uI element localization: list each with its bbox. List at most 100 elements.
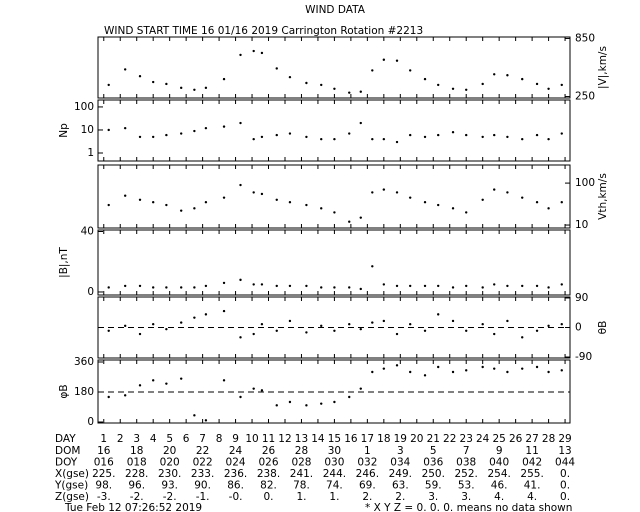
data-point [239,121,242,125]
table-cell: 225. [92,468,115,480]
data-point [535,284,539,288]
data-point [521,367,524,370]
data-point [123,68,127,71]
data-point [560,201,563,204]
x-tick-label: 3 [133,433,140,445]
data-point [193,414,196,417]
x-tick-label: 5 [166,433,173,445]
data-point [547,286,550,289]
table-cell: 11 [525,445,538,457]
data-point [179,286,183,289]
data-point [275,284,278,288]
table-cell: 044 [555,457,575,469]
row-label: Y(gse) [54,480,88,492]
x-tick-label: 20 [410,433,423,445]
x-tick-label: 9 [232,433,239,445]
data-point [560,132,563,135]
table-cell: 244. [323,468,346,480]
data-point [138,332,142,336]
table-cell: 78. [293,480,310,492]
table-cell: 1. [329,491,339,503]
data-point [506,74,509,77]
data-point [305,331,308,334]
data-point [288,319,292,323]
data-point [204,201,208,204]
data-point [506,191,509,194]
table-cell: -2. [163,491,177,503]
table-cell: 255. [520,468,543,480]
table-cell: 026 [258,457,278,469]
data-point [547,87,550,91]
x-tick-label: 12 [278,433,291,445]
data-point [179,132,183,135]
y-tick-label: 850 [575,32,595,44]
table-cell: 20 [163,445,176,457]
x-tick-label: 1 [100,433,107,445]
data-point [123,394,127,397]
data-point [535,133,539,137]
table-cell: 030 [324,457,344,469]
data-point [359,387,362,390]
table-cell: 034 [390,457,410,469]
table-cell: 93. [161,480,178,492]
x-tick-label: 16 [344,433,358,445]
table-cell: 3 [397,445,404,457]
table-cell: 1. [296,491,306,503]
x-tick-label: 8 [216,433,223,445]
data-point [348,220,351,223]
data-point [260,323,264,326]
table-cell: 020 [160,457,180,469]
title: WIND DATA [305,4,366,16]
x-tick-label: 27 [525,433,538,445]
data-point [123,324,127,328]
data-point [451,131,455,134]
x-tick-label: 18 [377,433,390,445]
data-point [395,59,399,62]
data-point [193,88,196,91]
data-point [465,88,468,91]
data-point [123,126,127,130]
table-cell: 024 [226,457,246,469]
table-cell: 0. [263,491,273,503]
x-tick-label: 6 [183,433,190,445]
data-point [465,133,468,137]
data-point [371,265,374,268]
data-point [179,86,183,90]
data-point [260,192,264,196]
data-point [493,133,496,137]
data-point [521,196,524,199]
y-tick-label: 0 [87,286,94,298]
data-point [305,404,308,407]
x-tick-label: 21 [427,433,440,445]
data-point [222,379,226,382]
data-point [423,135,427,139]
data-point [451,319,455,323]
data-point [535,82,539,86]
x-tick-label: 15 [328,433,341,445]
table-cell: 26 [262,445,276,457]
data-point [151,379,155,382]
x-tick-label: 26 [509,433,523,445]
table-cell: 0. [560,491,570,503]
data-point [222,77,226,81]
data-point [107,203,110,207]
table-cell: 246. [356,468,379,480]
table-cell: 4. [494,491,504,503]
data-point [275,133,278,137]
data-point [535,201,539,204]
data-point [239,278,242,282]
data-point [506,284,509,288]
axis-label: Vth,km/s [597,173,609,220]
data-point [333,400,336,404]
data-point [138,384,142,387]
table-cell: 96. [128,480,145,492]
data-point [437,203,440,207]
table-cell: 3. [428,491,438,503]
data-point [239,395,242,399]
data-point [481,365,484,369]
data-point [437,83,440,87]
data-point [305,135,308,139]
data-point [123,194,127,197]
data-point [437,313,440,316]
